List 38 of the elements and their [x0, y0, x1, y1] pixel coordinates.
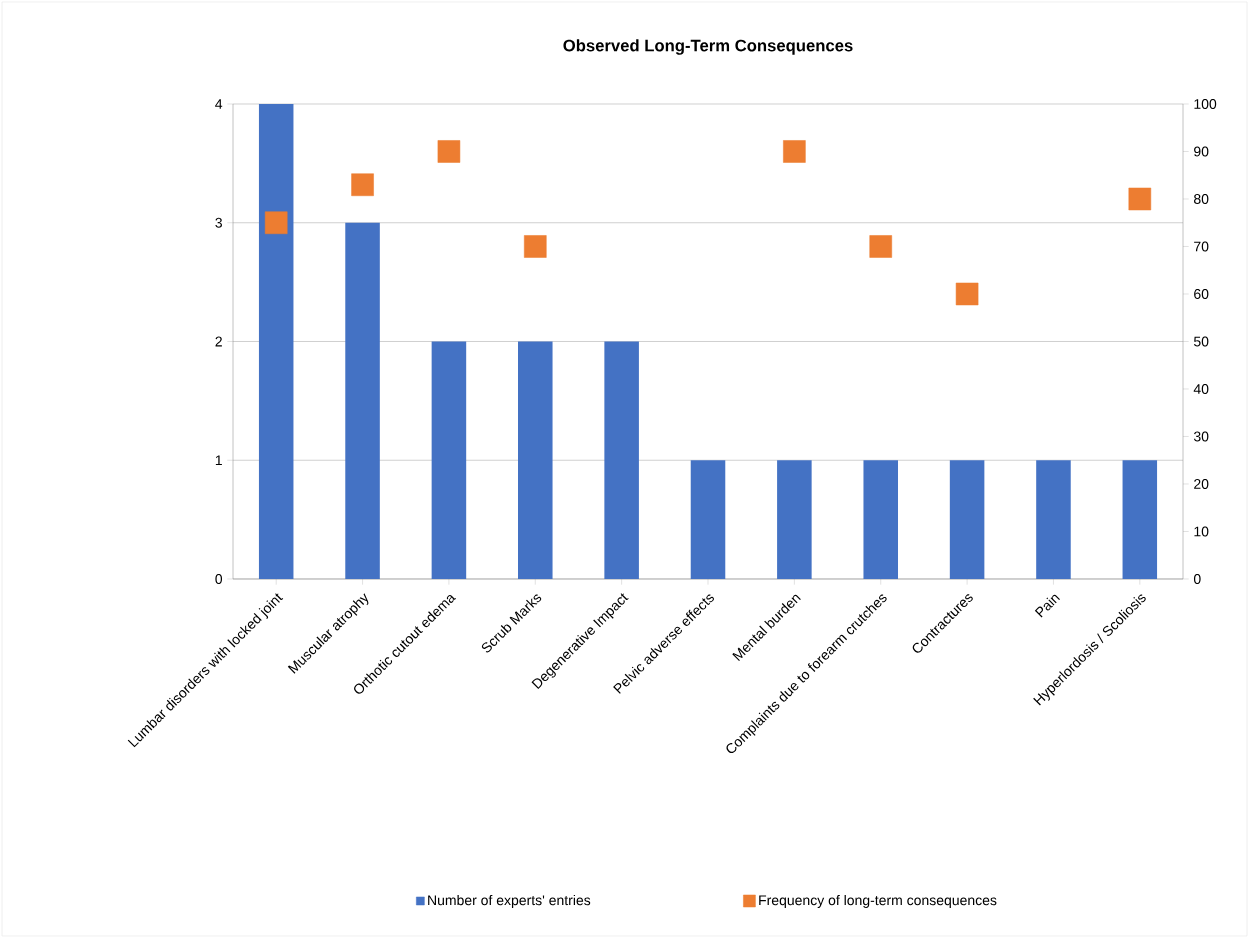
y2-tick-label: 100 — [1194, 99, 1217, 109]
bar — [604, 341, 639, 579]
bar — [518, 341, 553, 579]
bar — [431, 341, 467, 579]
y2-tick-label: 80 — [1194, 194, 1209, 204]
y2-tick-label: 20 — [1194, 479, 1209, 489]
y2-tick-label: 40 — [1193, 384, 1209, 394]
y-tick-label: 2 — [215, 336, 222, 347]
bar — [690, 460, 726, 579]
y-tick-label: 0 — [215, 574, 223, 584]
y2-tick-label: 0 — [1193, 574, 1201, 584]
y2-tick-label: 10 — [1194, 526, 1209, 537]
point — [264, 211, 288, 234]
bar — [1036, 460, 1071, 579]
y-tick-label: 3 — [215, 217, 222, 228]
point — [955, 282, 979, 306]
y-tick-label: 4 — [215, 99, 223, 109]
chart-title: Observed Long-Term Consequences — [563, 39, 853, 55]
bar — [1122, 460, 1158, 579]
y-tick-label: 1 — [215, 455, 222, 466]
y2-tick-label: 60 — [1194, 289, 1209, 299]
point — [524, 235, 547, 258]
legend-label: Frequency of long-term consequences — [759, 894, 997, 908]
point — [1128, 187, 1152, 211]
y2-tick-label: 30 — [1193, 431, 1209, 442]
bar — [949, 460, 985, 579]
y2-tick-label: 70 — [1194, 241, 1209, 252]
bar — [258, 103, 294, 579]
point — [351, 173, 374, 196]
bar — [863, 460, 899, 579]
point — [783, 140, 806, 163]
bar — [345, 222, 380, 579]
y2-tick-label: 50 — [1193, 336, 1209, 347]
point — [869, 235, 892, 258]
point — [437, 140, 461, 163]
legend-label: Number of experts' entries — [428, 894, 591, 908]
bar — [777, 460, 812, 579]
y2-tick-label: 90 — [1194, 146, 1209, 157]
